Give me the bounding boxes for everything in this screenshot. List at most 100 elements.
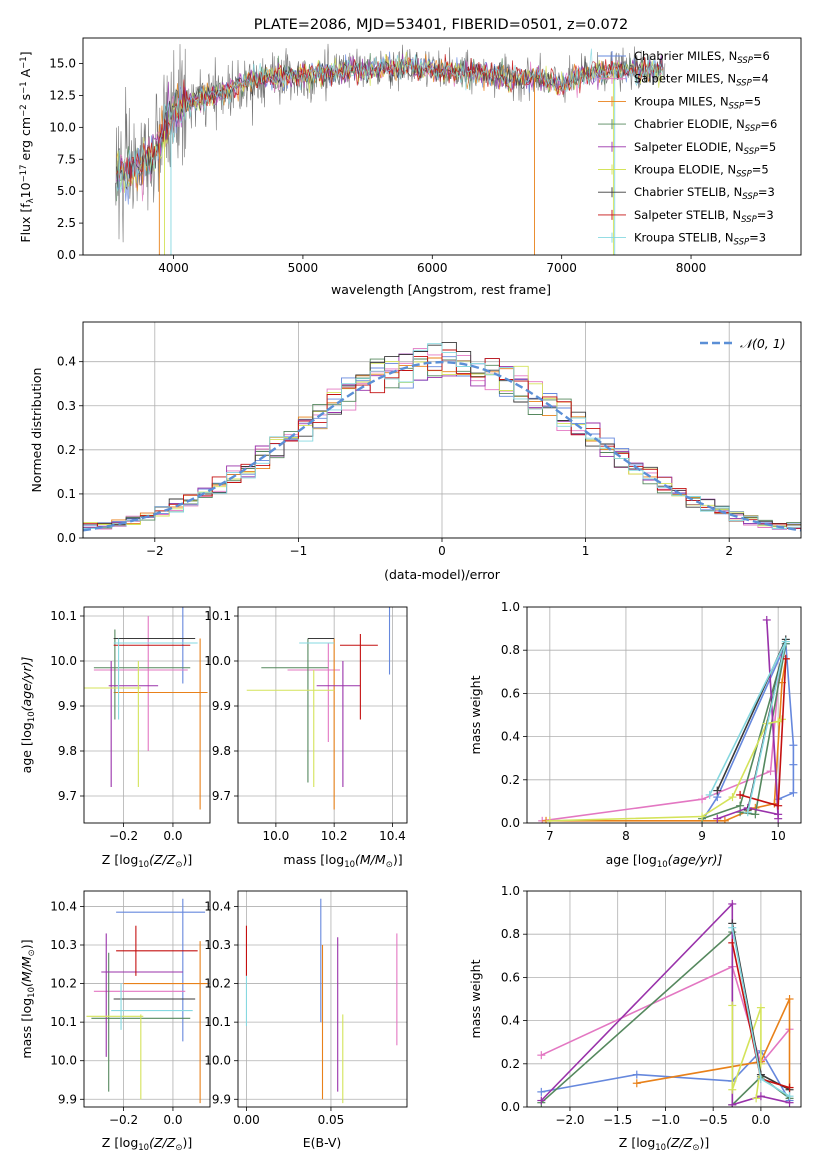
x-tick-label: 8000	[676, 261, 707, 275]
y-tick-label: 0.1	[57, 487, 76, 501]
label-part: =6	[753, 49, 770, 63]
y-tick-label: 9.9	[58, 699, 77, 713]
y-tick-label: 10.1	[204, 1015, 231, 1029]
model-spectrum-8	[116, 48, 663, 193]
label-part: (M/M	[355, 852, 386, 867]
y-tick-label: 0.4	[501, 1014, 520, 1028]
mass-vs-z-axes: −0.2 0.0 9.9 10.0 10.1 10.2 10.3 10.4 Z [log10​(…	[19, 890, 211, 1153]
label-part: −17	[19, 164, 29, 182]
label-part: )]	[19, 939, 34, 949]
y-tick-label: 10.3	[50, 938, 77, 952]
label-part: SSP	[729, 101, 745, 111]
y-tick-label: 9.9	[212, 699, 231, 713]
y-tick-label: 0.3	[57, 399, 76, 413]
legend-entry: Chabrier ELODIE, NSSP​=6	[634, 117, 777, 134]
legend-entry: Salpeter MILES, NSSP​=4	[634, 72, 769, 89]
label-part: (Z/Z	[666, 1135, 693, 1150]
label-part: 10	[18, 182, 33, 198]
legend-entry: Kroupa ELODIE, NSSP​=5	[634, 163, 769, 180]
y-tick-label: 10.1	[204, 609, 231, 623]
legend-entry: Chabrier MILES, NSSP​=6	[634, 49, 770, 66]
label-part: Z [log	[102, 1135, 138, 1150]
label-part: Chabrier ELODIE, N	[634, 117, 745, 131]
axes-frame	[82, 37, 802, 256]
y-tick-label: 0.8	[501, 927, 520, 941]
x-tick-label: −1.0	[651, 1113, 680, 1127]
label-part: SSP	[734, 238, 750, 248]
label-part: erg cm	[18, 117, 33, 165]
axes-frame	[237, 890, 408, 1108]
x-tick-label: 9	[698, 829, 706, 843]
label-part: ]	[18, 51, 33, 56]
y-tick-label: 1.0	[501, 600, 520, 614]
plot-area	[527, 607, 801, 823]
axes-frame	[83, 606, 211, 824]
y-tick-label: 2.5	[57, 216, 76, 230]
y-axis-label: mass weight	[468, 959, 483, 1038]
label-part: 10	[655, 1143, 666, 1153]
x-tick-label: 4000	[158, 261, 189, 275]
x-axis-label: Z [log10​(Z/Z⊙​)]	[102, 852, 192, 870]
label-part: ⊙	[175, 860, 182, 870]
x-axis-label: Z [log10​(Z/Z⊙​)]	[102, 1135, 192, 1153]
label-part: age [log	[19, 722, 34, 773]
x-axis-label: Z [log10​(Z/Z⊙​)]	[619, 1135, 709, 1153]
spectrum-axes: 4000 5000 6000 7000 8000 0.0 2.5 5.0 7.5 10.0 12.5…	[18, 17, 802, 297]
y-tick-label: 10.2	[204, 977, 231, 991]
label-part: 10	[27, 987, 37, 998]
x-tick-label: 0	[438, 544, 446, 558]
x-tick-label: −0.2	[109, 829, 138, 843]
label-part: −1	[19, 56, 29, 69]
label-part: −2	[19, 104, 29, 117]
label-part: SSP	[742, 192, 758, 202]
x-axis-label: wavelength [Angstrom, rest frame]	[331, 282, 551, 297]
label-part: =3	[758, 185, 775, 199]
legend-entry: Salpeter ELODIE, NSSP​=5	[634, 140, 776, 157]
y-tick-label: 9.8	[58, 744, 77, 758]
label-part: Flux [f	[18, 203, 33, 243]
plot-area	[115, 43, 666, 255]
y-tick-label: 1.0	[501, 884, 520, 898]
axes-frame	[83, 890, 211, 1108]
legend-entry: Chabrier STELIB, NSSP​=3	[634, 185, 775, 202]
label-part: (age/yr)]	[668, 852, 723, 867]
label-part: mass [log	[283, 852, 344, 867]
label-part: SSP	[741, 215, 757, 225]
label-part: 10	[344, 860, 355, 870]
label-part: Salpeter STELIB, N	[634, 208, 741, 222]
label-part: age [log	[606, 852, 657, 867]
label-part: Kroupa MILES, N	[634, 94, 729, 108]
y-tick-label: 9.8	[212, 744, 231, 758]
label-part: )]	[393, 852, 403, 867]
label-part: SSP	[736, 170, 752, 180]
weight-series-2	[546, 658, 787, 822]
legend-entry: 𝒩(0, 1)	[740, 336, 786, 351]
x-tick-label: 10.0	[263, 829, 290, 843]
y-tick-label: 15.0	[49, 57, 76, 71]
x-axis-label: mass [log10​(M/M⊙​)]	[283, 852, 402, 870]
label-part: SSP	[736, 79, 752, 89]
label-part: =4	[752, 72, 769, 86]
weight-vs-age-axes: 7 8 9 10 0.0 0.2 0.4 0.6 0.8 1.0 mass weight age [l…	[468, 600, 802, 870]
plot-area	[238, 607, 407, 823]
y-tick-label: 0.0	[57, 531, 76, 545]
label-part: )]	[182, 852, 192, 867]
y-tick-label: 0.4	[57, 355, 76, 369]
label-part: SSP	[744, 147, 760, 157]
label-part: =6	[760, 117, 777, 131]
label-part: )]	[182, 1135, 192, 1150]
y-tick-label: 10.0	[49, 120, 76, 134]
y-tick-label: 10.4	[204, 899, 231, 913]
axes-frame	[526, 890, 802, 1108]
y-tick-label: 10.3	[204, 938, 231, 952]
x-tick-label: 10.4	[379, 829, 406, 843]
weight-series-2	[636, 998, 791, 1088]
x-axis-label: E(B-V)	[303, 1135, 342, 1150]
label-part: −1	[19, 81, 29, 94]
plot-area	[527, 891, 801, 1107]
y-axis-label: Flux [fλ​10−17​ erg cm−2​ s−1​ A−1​]	[18, 51, 36, 242]
label-part: (M/M	[19, 956, 34, 987]
y-tick-label: 10.1	[50, 609, 77, 623]
label-part: A	[18, 68, 33, 81]
